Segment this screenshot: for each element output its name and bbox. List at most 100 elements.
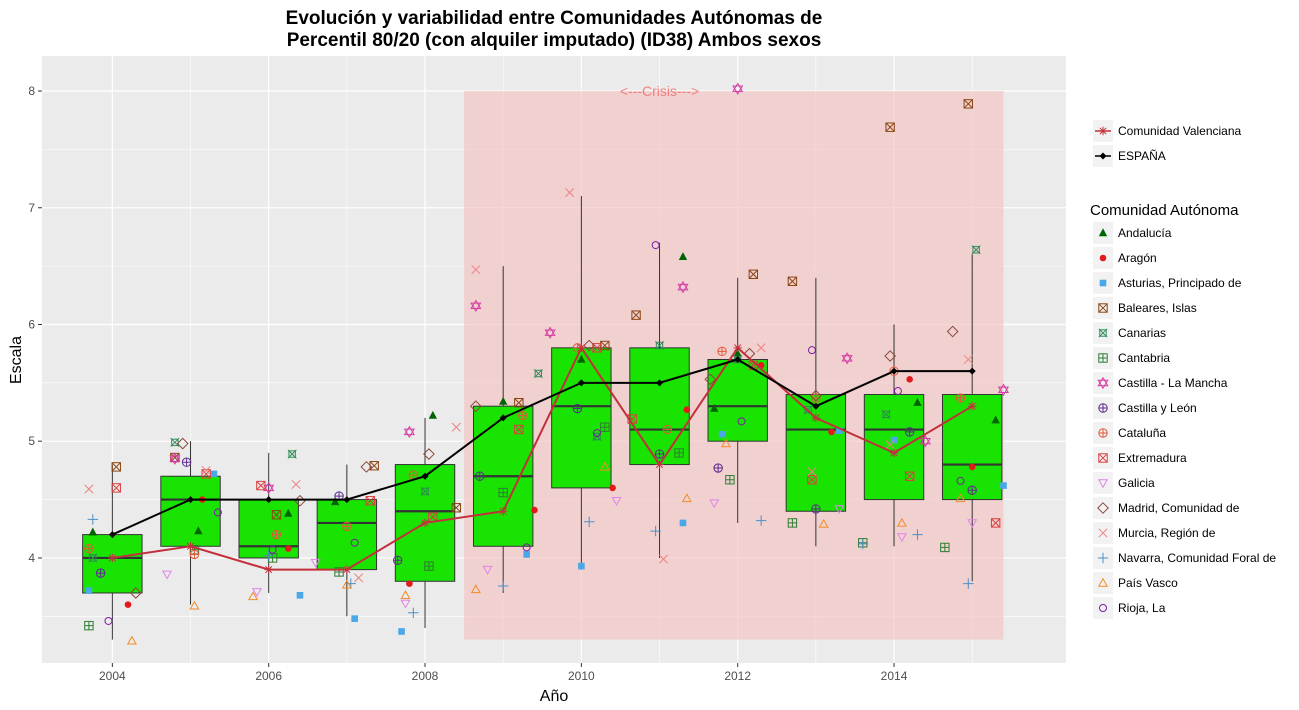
legend-item-Andalucía: Andalucía — [1093, 222, 1172, 244]
data-point — [213, 508, 222, 517]
data-point — [654, 340, 665, 351]
legend-item-Baleares, Islas: Baleares, Islas — [1093, 297, 1197, 319]
legend-key-marker — [1098, 528, 1108, 538]
box — [160, 475, 221, 547]
data-point — [291, 479, 301, 489]
data-point — [169, 452, 181, 465]
data-point — [997, 383, 1010, 397]
data-point — [111, 483, 121, 493]
data-point — [811, 504, 821, 514]
legend-label: ESPAÑA — [1118, 149, 1166, 163]
data-point — [392, 555, 403, 565]
data-point — [176, 437, 189, 450]
data-point — [360, 460, 373, 473]
legend-label: Baleares, Islas — [1118, 301, 1197, 315]
data-point — [828, 428, 835, 436]
legend-key-marker — [1099, 152, 1107, 160]
line-point — [187, 496, 195, 504]
data-point — [971, 245, 981, 255]
chart-title: Evolución y variabilidad entre Comunidad… — [286, 8, 823, 51]
legend-key-marker — [1098, 228, 1108, 237]
data-point — [679, 519, 687, 527]
legend: Comunidad Valenciana ESPAÑA Comunidad Autó… — [1090, 120, 1276, 619]
chart-title-line-2: Percentil 80/20 (con alquiler imputado) … — [287, 30, 822, 51]
boxplot-2010 — [551, 196, 612, 570]
legend-title: Comunidad Autónoma — [1090, 202, 1239, 219]
data-point — [658, 554, 668, 564]
data-point — [599, 461, 610, 471]
legend-item-Navarra, Comunidad Foral de: Navarra, Comunidad Foral de — [1093, 547, 1276, 569]
data-point — [475, 471, 485, 481]
line-point — [421, 472, 429, 480]
data-point — [88, 527, 98, 536]
data-point — [841, 352, 853, 365]
data-point — [523, 551, 530, 558]
data-point — [342, 521, 352, 532]
line-point — [342, 565, 352, 574]
line-path — [112, 345, 973, 571]
legend-item-Castilla y León: Castilla y León — [1093, 397, 1197, 419]
legend-key-bg — [1093, 572, 1113, 594]
data-point — [470, 299, 482, 312]
box — [629, 347, 690, 466]
data-point — [718, 430, 726, 438]
axes: 2004 2006 2008 2010 2012 2014 4 5 6 7 8 — [28, 84, 907, 683]
data-point — [334, 567, 344, 577]
data-point — [263, 550, 274, 561]
data-point — [787, 276, 798, 286]
series-Andalucía — [88, 252, 1000, 536]
data-point — [284, 508, 293, 517]
crisis-label: <---Crisis---> — [620, 83, 699, 99]
data-point — [592, 429, 601, 438]
box — [707, 359, 768, 442]
scatter-points — [84, 82, 1010, 645]
y-tick-label: 6 — [28, 317, 35, 331]
data-point — [955, 493, 966, 503]
data-point — [677, 280, 689, 294]
data-point — [162, 570, 173, 580]
data-point — [251, 588, 263, 598]
series-Castilla - La Mancha — [169, 82, 1010, 495]
data-point — [577, 354, 586, 363]
data-point — [531, 506, 538, 514]
data-point — [400, 599, 411, 609]
data-point — [403, 425, 415, 439]
line-point — [812, 402, 820, 410]
data-point — [189, 549, 200, 560]
data-point — [400, 590, 411, 599]
data-point — [129, 587, 142, 599]
series-Navarra, Comunidad Foral de — [87, 514, 974, 619]
chart-title-line-1: Evolución y variabilidad entre Comunidad… — [286, 8, 823, 29]
legend-label: Aragón — [1118, 251, 1157, 265]
line-ESPAÑA — [108, 356, 976, 539]
data-point — [893, 387, 902, 396]
boxplot-2004 — [82, 464, 143, 640]
data-point — [904, 427, 915, 437]
legend-label: Castilla - La Mancha — [1118, 376, 1228, 390]
line-point — [264, 565, 273, 574]
data-point — [963, 354, 973, 365]
legend-label: Rioja, La — [1118, 601, 1166, 615]
data-point — [807, 467, 817, 477]
data-point — [919, 435, 931, 448]
data-point — [181, 457, 192, 467]
data-point — [365, 496, 376, 506]
line-point — [186, 542, 195, 551]
x-tick-label: 2008 — [412, 669, 439, 683]
data-point — [662, 424, 673, 435]
line-point — [811, 413, 821, 423]
data-point — [956, 476, 965, 485]
data-point — [896, 517, 907, 527]
legend-label: Navarra, Comunidad Foral de — [1118, 551, 1276, 565]
data-point — [709, 499, 720, 509]
data-point — [631, 310, 641, 320]
data-point — [674, 448, 684, 458]
data-point — [725, 475, 735, 485]
line-Comunidad Valenciana — [108, 343, 977, 574]
series-Baleares, Islas — [111, 99, 973, 520]
data-point — [470, 584, 481, 594]
data-point — [704, 373, 717, 386]
legend-label: Cantabria — [1118, 351, 1170, 365]
line-point — [734, 356, 742, 363]
